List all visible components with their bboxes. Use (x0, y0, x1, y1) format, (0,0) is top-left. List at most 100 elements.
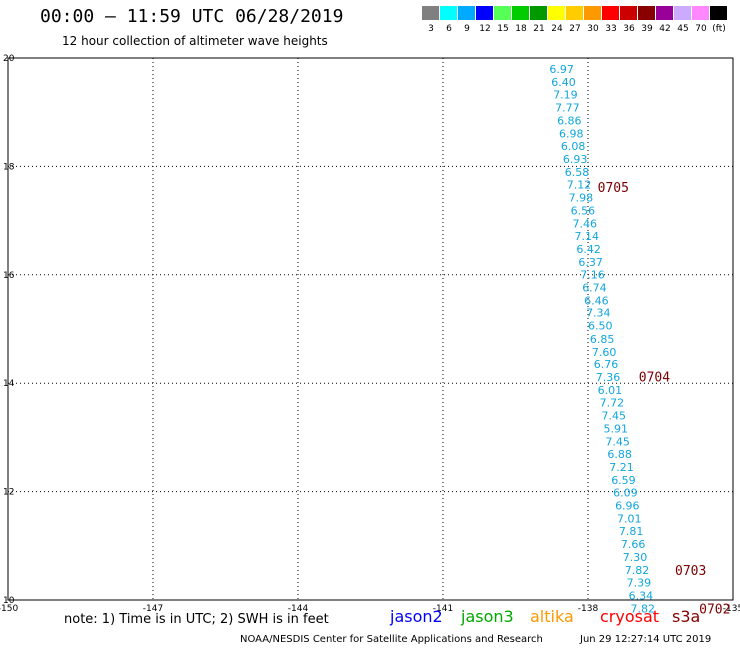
color-swatch (440, 6, 457, 20)
color-swatch (422, 6, 439, 20)
satellite-label-jason3: jason3 (461, 607, 514, 626)
data-point-label: 6.01 (598, 384, 623, 397)
color-swatch (638, 6, 655, 20)
data-point-label: 6.50 (588, 320, 613, 333)
x-tick-label: -144 (288, 604, 309, 614)
data-point-label: 5.91 (603, 423, 628, 436)
plot-frame (7, 57, 734, 601)
color-scale-label: 15 (497, 24, 509, 34)
chart-subtitle: 12 hour collection of altimeter wave hei… (62, 34, 328, 48)
x-tick-label: -135 (723, 604, 740, 614)
data-point-label: 7.45 (602, 410, 627, 423)
color-swatch (674, 6, 691, 20)
color-swatch (548, 6, 565, 20)
y-tick-label: 18 (3, 162, 15, 172)
satellite-label-cryosat: cryosat (600, 607, 660, 626)
x-tick-label: -138 (578, 604, 599, 614)
y-tick-label: 20 (3, 54, 15, 64)
time-annotation: 0703 (675, 564, 706, 579)
color-scale-label: 9 (464, 24, 470, 34)
data-point-label: 6.74 (582, 281, 607, 294)
color-swatch (566, 6, 583, 20)
color-scale-label: 27 (569, 24, 581, 34)
data-point-label: 6.34 (629, 590, 654, 603)
data-point-label: 7.45 (605, 436, 630, 449)
color-scale-label: 24 (551, 24, 563, 34)
time-annotation: 0702 (699, 603, 730, 618)
data-point-label: 6.08 (561, 140, 586, 153)
color-scale-label: 33 (605, 24, 617, 34)
data-point-label: 7.16 (580, 268, 605, 281)
data-point-label: 7.36 (596, 371, 621, 384)
data-point-label: 7.19 (553, 88, 578, 101)
data-point-label: 7.66 (621, 538, 646, 551)
color-scale-label: 30 (587, 24, 599, 34)
color-scale-label: (ft) (712, 24, 726, 34)
satellite-label-jason2: jason2 (390, 607, 443, 626)
data-point-label: 7.30 (623, 551, 648, 564)
satellite-label-s3a: s3a (672, 607, 701, 626)
color-scale-label: 70 (695, 24, 707, 34)
color-scale-label: 42 (659, 24, 671, 34)
data-point-label: 6.37 (578, 256, 603, 269)
color-scale-label: 6 (446, 24, 452, 34)
y-tick-label: 14 (3, 379, 15, 389)
time-annotation: 0705 (598, 181, 629, 196)
data-point-label: 7.21 (609, 461, 634, 474)
data-point-label: 6.59 (611, 474, 636, 487)
data-point-label: 7.72 (600, 397, 625, 410)
color-swatch (530, 6, 547, 20)
data-point-label: 6.58 (565, 166, 590, 179)
credit-line: NOAA/NESDIS Center for Satellite Applica… (240, 634, 543, 645)
data-point-label: 6.42 (576, 243, 601, 256)
footnote: note: 1) Time is in UTC; 2) SWH is in fe… (64, 612, 329, 627)
color-scale-label: 39 (641, 24, 653, 34)
color-swatch (584, 6, 601, 20)
x-tick-label: -141 (433, 604, 453, 614)
data-point-label: 7.60 (592, 346, 617, 359)
x-tick-label: -147 (143, 604, 163, 614)
data-point-label: 7.39 (627, 577, 652, 590)
data-point-label: 6.40 (551, 76, 576, 89)
color-scale-label: 21 (533, 24, 545, 34)
data-point-label: 6.09 (613, 487, 638, 500)
data-point-label: 6.46 (584, 294, 609, 307)
color-swatch (458, 6, 475, 20)
data-point-label: 7.81 (619, 525, 644, 538)
data-point-label: 6.88 (607, 448, 632, 461)
data-point-label: 7.01 (617, 513, 642, 526)
data-point-label: 7.82 (631, 603, 656, 616)
data-point-label: 7.34 (586, 307, 611, 320)
data-point-label: 6.76 (594, 358, 619, 371)
data-point-label: 7.12 (567, 178, 592, 191)
color-swatch (692, 6, 709, 20)
color-swatch (602, 6, 619, 20)
time-annotation: 0704 (639, 371, 670, 386)
data-point-label: 7.77 (555, 101, 580, 114)
color-scale-label: 3 (428, 24, 434, 34)
x-tick-label: -150 (0, 604, 18, 614)
data-point-label: 6.97 (549, 63, 574, 76)
data-point-label: 6.85 (590, 333, 615, 346)
data-point-label: 6.86 (557, 114, 582, 127)
data-point-label: 6.96 (615, 500, 640, 513)
color-swatch (656, 6, 673, 20)
data-point-label: 7.46 (573, 217, 598, 230)
data-point-label: 6.93 (563, 153, 588, 166)
color-swatch (512, 6, 529, 20)
data-point-label: 7.98 (569, 191, 594, 204)
data-point-label: 6.56 (571, 204, 596, 217)
data-point-label: 6.98 (559, 127, 584, 140)
color-swatch (494, 6, 511, 20)
color-swatch (476, 6, 493, 20)
generated-timestamp: Jun 29 12:27:14 UTC 2019 (580, 634, 712, 645)
color-swatch (710, 6, 727, 20)
color-scale-label: 12 (479, 24, 491, 34)
satellite-label-altika: altika (530, 607, 574, 626)
data-point-label: 7.14 (574, 230, 599, 243)
color-scale-label: 36 (623, 24, 635, 34)
y-tick-label: 10 (3, 596, 15, 606)
y-tick-label: 16 (3, 271, 15, 281)
color-scale-label: 45 (677, 24, 689, 34)
